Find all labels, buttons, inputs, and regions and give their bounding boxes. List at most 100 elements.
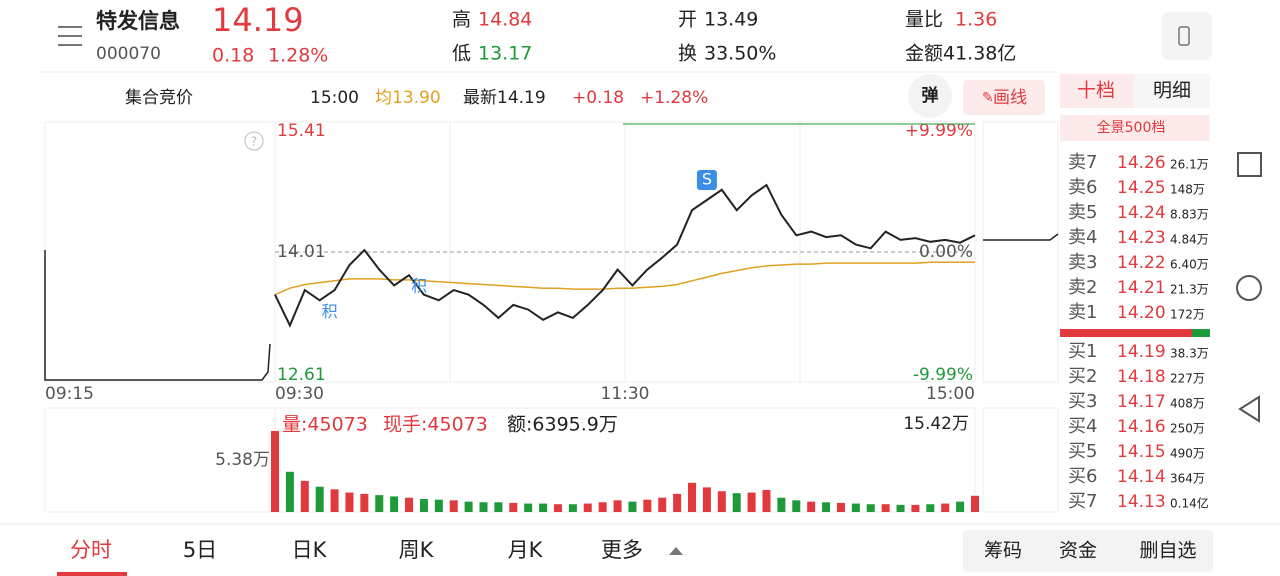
- level-price: 14.13: [1117, 492, 1166, 512]
- ratio: 1.36: [955, 9, 997, 31]
- level-price: 14.20: [1117, 303, 1166, 323]
- level-price: 14.23: [1117, 228, 1166, 248]
- volume-bar: [732, 493, 741, 512]
- label: 量比: [905, 9, 943, 31]
- bottom-tab[interactable]: 日K: [292, 538, 328, 562]
- level: 卖2: [1068, 277, 1097, 298]
- volume-bar: [330, 489, 339, 512]
- volume-bar: [390, 496, 399, 512]
- stock-name: 特发信息: [96, 9, 180, 33]
- vol-info: 现手:45073: [383, 414, 488, 436]
- tab[interactable]: 明细: [1153, 80, 1191, 102]
- time: 15:00: [310, 88, 359, 108]
- bottom-tab[interactable]: 分时: [70, 538, 112, 562]
- label: 金额: [905, 43, 943, 65]
- pct: +1.28%: [640, 88, 708, 108]
- level: 卖7: [1068, 152, 1097, 173]
- draw: 画线: [993, 88, 1027, 108]
- vol-max: 15.42万: [903, 414, 969, 434]
- popup-button[interactable]: [908, 74, 952, 118]
- bottom-tab[interactable]: 5日: [183, 538, 217, 562]
- level-volume: 26.1万: [1170, 158, 1209, 172]
- volume-bar: [971, 495, 979, 512]
- level-volume: 490万: [1170, 447, 1205, 461]
- volume-bar: [449, 500, 458, 512]
- volume-bar: [643, 499, 652, 512]
- avg-line: [274, 261, 975, 296]
- ratio-bar-green: [1192, 329, 1210, 337]
- volume-bar: [553, 504, 562, 512]
- volume-bar: [479, 502, 488, 512]
- low: 13.17: [478, 43, 532, 65]
- y2-tick-label: -9.99%: [913, 365, 973, 385]
- menu-icon[interactable]: [58, 26, 82, 46]
- bottom-tab[interactable]: 更多: [601, 538, 643, 562]
- volume-bar: [777, 497, 786, 512]
- volume-bar: [285, 471, 294, 512]
- label: 换: [678, 43, 697, 65]
- pct: 1.28%: [268, 45, 328, 67]
- volume-bar: [464, 501, 473, 512]
- change: 0.18: [212, 45, 254, 67]
- device-button[interactable]: [1162, 12, 1212, 60]
- button[interactable]: 资金: [1059, 540, 1097, 562]
- volume-bar: [360, 493, 369, 512]
- label: 低: [452, 43, 471, 65]
- label: 开: [678, 9, 697, 31]
- level-price: 14.17: [1117, 392, 1166, 412]
- turnover: 33.50%: [704, 43, 776, 65]
- level-price: 14.26: [1117, 153, 1166, 173]
- volume-bar: [598, 502, 607, 512]
- vol-info: 量:45073: [282, 414, 368, 436]
- level: 卖6: [1068, 177, 1097, 198]
- x-tick-label: 11:30: [601, 384, 650, 404]
- x-tick-label: 09:15: [45, 384, 94, 404]
- help-icon[interactable]: [244, 131, 264, 151]
- level: 买2: [1068, 366, 1097, 387]
- latest: 最新14.19: [463, 88, 546, 108]
- bottom-tab[interactable]: 月K: [508, 538, 544, 562]
- volume-bar: [881, 504, 890, 512]
- x-tick-label: 09:30: [275, 384, 324, 404]
- tab-active: [1060, 74, 1134, 108]
- volume-bar: [747, 492, 756, 512]
- price: 14.19: [212, 1, 304, 39]
- bottom-tab[interactable]: 周K: [399, 538, 435, 562]
- avg: 均13.90: [375, 88, 441, 108]
- tab[interactable]: 十档: [1077, 80, 1115, 102]
- button[interactable]: 删自选: [1139, 540, 1196, 562]
- level-volume: 4.84万: [1170, 233, 1209, 247]
- level-price: 14.16: [1117, 417, 1166, 437]
- level: 卖5: [1068, 202, 1097, 223]
- nav-buttons[interactable]: [1236, 152, 1262, 423]
- volume-bar: [807, 501, 816, 512]
- volume-bar: [956, 501, 965, 512]
- volume-bar: [792, 500, 801, 512]
- volume-bar: [419, 499, 428, 512]
- phase: 集合竞价: [125, 88, 193, 108]
- volume-bar: [926, 504, 935, 512]
- draw-button[interactable]: [963, 80, 1045, 115]
- volume-bar: [836, 502, 845, 512]
- amount: 41.38亿: [943, 43, 1016, 65]
- volume-bar: [300, 480, 309, 512]
- level-volume: 364万: [1170, 472, 1205, 486]
- volume-bar: [583, 503, 592, 512]
- level-price: 14.24: [1117, 203, 1166, 223]
- change: +0.18: [572, 88, 624, 108]
- more-arrow: [669, 547, 683, 555]
- volume-bar: [941, 503, 950, 512]
- level-volume: 172万: [1170, 308, 1205, 322]
- popup: 弹: [922, 85, 939, 106]
- volume-bar: [539, 503, 548, 512]
- level-price: 14.22: [1117, 253, 1166, 273]
- level: 买4: [1068, 416, 1097, 437]
- volume-bar: [822, 502, 831, 512]
- ratio-bar-red: [1060, 329, 1192, 337]
- panorama-bg[interactable]: [1060, 115, 1210, 141]
- volume-bar: [315, 486, 324, 512]
- level-volume: 0.14亿: [1170, 496, 1209, 511]
- volume-bar: [509, 502, 518, 512]
- button[interactable]: 筹码: [984, 540, 1022, 562]
